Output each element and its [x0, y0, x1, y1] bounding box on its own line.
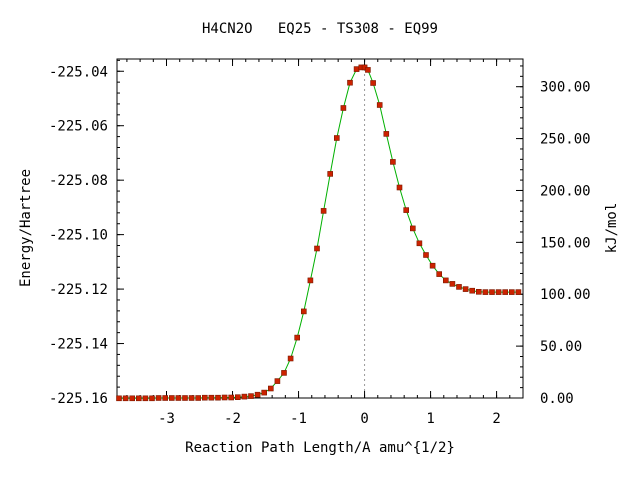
- data-point: [182, 395, 188, 401]
- x-tick-label: 1: [426, 411, 434, 427]
- y2-tick-label: 150.00: [540, 235, 591, 251]
- data-point: [129, 395, 135, 402]
- data-point: [314, 245, 320, 252]
- data-point: [383, 131, 390, 137]
- data-point: [469, 287, 476, 294]
- data-point: [254, 391, 261, 398]
- data-point: [175, 395, 182, 401]
- chart-title: H4CN2O EQ25 - TS308 - EQ99: [202, 21, 438, 37]
- data-point: [449, 281, 456, 287]
- y-tick-label: -225.10: [49, 228, 108, 244]
- y2-tick-label: 250.00: [540, 132, 591, 148]
- data-point: [149, 395, 155, 402]
- data-point: [340, 105, 347, 111]
- data-point: [429, 262, 436, 269]
- y-tick-label: -225.04: [49, 64, 108, 80]
- data-point: [142, 395, 149, 402]
- data-point: [208, 394, 215, 401]
- x-tick-label: -2: [224, 411, 241, 427]
- y-axis-right: 0.00 50.00 100.00 150.00 200.00 250.00 300.00: [516, 65, 591, 407]
- y-axis-label: Energy/Hartree: [18, 169, 34, 287]
- data-point: [281, 370, 287, 376]
- data-point: [267, 385, 274, 392]
- data-point: [307, 277, 314, 284]
- x-tick-label: 0: [360, 411, 368, 427]
- x-tick-label: 2: [492, 411, 500, 427]
- y2-tick-label: 200.00: [540, 183, 591, 199]
- y-axis-left: -225.16 -225.14 -225.12 -225.10 -225.08 -225.…: [49, 59, 124, 407]
- y2-tick-label: 100.00: [540, 287, 591, 303]
- data-point: [462, 286, 469, 292]
- data-point: [508, 289, 515, 295]
- data-point: [188, 395, 195, 401]
- data-point: [396, 184, 403, 191]
- data-point: [515, 289, 522, 295]
- y-tick-label: -225.12: [49, 282, 108, 298]
- data-point: [274, 378, 281, 384]
- data-point: [482, 289, 489, 295]
- data-point: [333, 135, 340, 141]
- data-point: [136, 395, 142, 402]
- energy-markers: [116, 64, 522, 402]
- x-axis-label: Reaction Path Length/A amu^{1/2}: [185, 440, 455, 456]
- data-point: [502, 289, 509, 295]
- data-point: [376, 102, 383, 108]
- data-point: [436, 271, 443, 277]
- data-point: [456, 284, 462, 290]
- data-point: [221, 394, 228, 401]
- plot-frame: [116, 58, 524, 399]
- y2-axis-label: kJ/mol: [604, 203, 620, 254]
- y2-tick-label: 50.00: [540, 339, 582, 355]
- data-point: [416, 240, 423, 247]
- y2-tick-label: 0.00: [540, 391, 574, 407]
- data-point: [228, 394, 234, 401]
- y-tick-label: -225.14: [49, 337, 108, 353]
- data-point: [442, 277, 449, 284]
- data-point: [347, 79, 353, 86]
- data-point: [353, 66, 360, 72]
- data-point: [195, 395, 201, 401]
- data-point: [327, 171, 334, 177]
- data-point: [409, 225, 416, 232]
- data-point: [169, 395, 175, 401]
- data-point: [235, 394, 241, 401]
- x-tick-label: -1: [290, 411, 307, 427]
- energy-curve: [119, 66, 519, 399]
- y-tick-label: -225.16: [49, 391, 108, 407]
- data-point: [403, 207, 410, 213]
- data-point: [370, 80, 376, 86]
- data-point: [241, 393, 248, 400]
- data-point: [489, 289, 495, 295]
- data-point: [423, 252, 429, 258]
- data-point: [162, 395, 168, 401]
- x-tick-label: -3: [158, 411, 175, 427]
- y-tick-label: -225.08: [49, 173, 108, 189]
- data-point: [320, 208, 327, 214]
- data-point: [215, 394, 221, 401]
- data-point: [294, 334, 301, 341]
- data-point: [261, 389, 268, 396]
- data-point: [287, 355, 294, 362]
- energy-series: [119, 66, 519, 399]
- data-point: [365, 67, 371, 73]
- data-point: [495, 289, 502, 295]
- data-point: [475, 288, 482, 295]
- y2-tick-label: 300.00: [540, 80, 591, 96]
- data-point: [122, 395, 129, 402]
- y-tick-label: -225.06: [49, 119, 108, 135]
- data-point: [300, 308, 307, 315]
- x-axis: -3 -2 -1 0 1 2: [126, 59, 524, 427]
- data-point: [116, 395, 122, 402]
- data-point: [390, 159, 396, 165]
- data-point: [248, 393, 254, 399]
- data-point: [155, 395, 162, 401]
- data-point: [202, 394, 208, 401]
